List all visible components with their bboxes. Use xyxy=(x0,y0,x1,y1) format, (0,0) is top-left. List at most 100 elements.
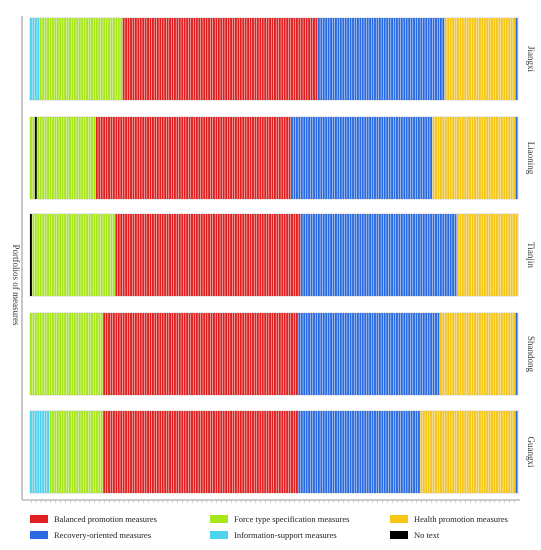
bar xyxy=(486,117,489,199)
bar xyxy=(274,313,276,395)
bar xyxy=(481,214,484,296)
bar xyxy=(249,117,252,199)
bar xyxy=(225,411,228,493)
bar xyxy=(132,411,135,493)
bar xyxy=(303,313,306,395)
bar xyxy=(449,214,452,296)
bar xyxy=(439,214,442,296)
bar xyxy=(276,117,279,199)
bar xyxy=(286,117,289,199)
bar xyxy=(64,117,67,199)
bar xyxy=(398,313,401,395)
bar xyxy=(508,411,511,493)
bar xyxy=(44,313,47,395)
bar xyxy=(378,313,381,395)
bar xyxy=(98,411,101,493)
bar xyxy=(447,117,450,199)
bar xyxy=(388,214,391,296)
legend-item: Health promotion measures xyxy=(390,514,508,524)
bar xyxy=(252,117,254,199)
bar xyxy=(71,214,74,296)
bar xyxy=(508,214,511,296)
bar xyxy=(503,117,506,199)
bar xyxy=(188,411,191,493)
bar xyxy=(178,214,181,296)
bar xyxy=(49,411,52,493)
bar xyxy=(366,117,369,199)
bar xyxy=(449,18,452,100)
bar xyxy=(469,117,472,199)
bar xyxy=(217,18,220,100)
bar xyxy=(291,117,293,199)
bar xyxy=(291,313,293,395)
bar xyxy=(247,411,250,493)
bar xyxy=(439,117,442,199)
bar xyxy=(156,117,159,199)
bar xyxy=(276,214,279,296)
bar xyxy=(239,117,242,199)
bar xyxy=(213,214,215,296)
bar xyxy=(483,313,486,395)
bar xyxy=(39,214,42,296)
bar xyxy=(239,313,242,395)
bar xyxy=(117,117,120,199)
bar xyxy=(32,313,35,395)
bar xyxy=(51,313,54,395)
bar xyxy=(120,214,123,296)
bar xyxy=(230,214,232,296)
bar xyxy=(332,214,335,296)
bar xyxy=(459,117,462,199)
bar xyxy=(220,313,223,395)
bar xyxy=(344,117,347,199)
bar xyxy=(408,313,411,395)
bar xyxy=(249,411,252,493)
bar xyxy=(300,214,303,296)
bar xyxy=(327,214,330,296)
bar xyxy=(249,18,252,100)
bar xyxy=(156,214,159,296)
bar xyxy=(383,18,386,100)
bar xyxy=(100,117,103,199)
bar xyxy=(295,117,298,199)
bar xyxy=(359,18,362,100)
bar xyxy=(310,117,313,199)
bar xyxy=(281,411,284,493)
bar xyxy=(364,411,367,493)
bar xyxy=(142,18,145,100)
bar xyxy=(105,214,108,296)
bar xyxy=(415,313,418,395)
bar xyxy=(152,313,154,395)
bar xyxy=(76,18,79,100)
bar xyxy=(186,411,189,493)
bar xyxy=(256,411,259,493)
bar xyxy=(105,411,108,493)
bar xyxy=(117,214,120,296)
bar xyxy=(410,313,413,395)
bar xyxy=(417,18,420,100)
legend-item: Recovery-oriented measures xyxy=(30,530,151,540)
bar xyxy=(237,214,240,296)
bar xyxy=(71,313,74,395)
bar xyxy=(49,214,52,296)
bar xyxy=(152,214,154,296)
bar xyxy=(278,214,281,296)
bar xyxy=(374,313,376,395)
bar xyxy=(342,214,345,296)
bar xyxy=(83,117,86,199)
bar xyxy=(91,313,93,395)
bar xyxy=(493,313,496,395)
bar xyxy=(417,117,420,199)
bar xyxy=(447,18,450,100)
legend-swatch xyxy=(30,531,48,539)
bar xyxy=(288,18,291,100)
bar xyxy=(225,313,228,395)
bar xyxy=(364,18,367,100)
bar xyxy=(400,18,403,100)
bar xyxy=(381,313,384,395)
bar xyxy=(459,18,462,100)
bar xyxy=(408,411,411,493)
bar xyxy=(147,117,150,199)
bar xyxy=(325,18,328,100)
bar xyxy=(337,313,340,395)
bar xyxy=(222,411,225,493)
